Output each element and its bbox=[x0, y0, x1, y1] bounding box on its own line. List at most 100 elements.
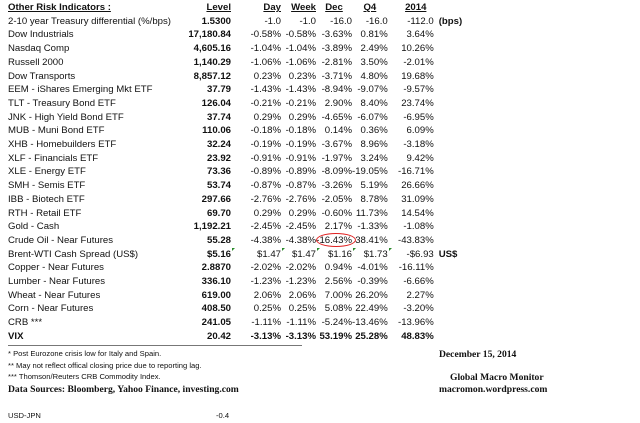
cell-value: -16.0 bbox=[330, 15, 352, 27]
table-row: CRB *** 241.05 -1.11% -1.11% -5.24% -13.46% -1… bbox=[8, 316, 474, 330]
cell-level: 37.79 bbox=[171, 83, 231, 97]
cell-y2014: -2.01% bbox=[388, 56, 433, 70]
cell-value: 2.06% bbox=[288, 289, 316, 301]
cell-value: 17,180.84 bbox=[188, 29, 231, 41]
cell-value: -5.24% bbox=[321, 317, 352, 329]
cell-value: -3.20% bbox=[403, 303, 434, 315]
cell-value: -13.96% bbox=[398, 317, 434, 329]
unit-label bbox=[434, 97, 474, 111]
cell-value: $1.73 bbox=[363, 248, 388, 260]
cell-value: -0.91% bbox=[250, 152, 281, 164]
cell-value: 336.10 bbox=[201, 276, 231, 288]
cell-value: 8.40% bbox=[360, 97, 388, 109]
cell-week: -1.11% bbox=[281, 316, 316, 330]
indicator-name: Lumber - Near Futures bbox=[8, 276, 106, 288]
table-row: EEM - iShares Emerging Mkt ETF 37.79 -1.43… bbox=[8, 83, 474, 97]
indicator-name: Corn - Near Futures bbox=[8, 303, 94, 315]
unit-label bbox=[434, 165, 474, 179]
cell-y2014: -112.0 bbox=[388, 15, 434, 29]
cell-value: 0.23% bbox=[253, 70, 281, 82]
cell-dec: -3.63% bbox=[316, 28, 352, 42]
report-date: December 15, 2014 bbox=[439, 349, 517, 360]
cell-value: 11.73% bbox=[355, 207, 388, 219]
cell-level: 619.00 bbox=[171, 289, 231, 303]
unit-label bbox=[434, 275, 474, 289]
indicator-name: Crude Oil - Near Futures bbox=[8, 234, 114, 246]
indicator-name: XLF - Financials ETF bbox=[8, 152, 99, 164]
cell-value: 0.36% bbox=[360, 125, 388, 137]
unit-label bbox=[434, 124, 474, 138]
cell-level: 408.50 bbox=[171, 302, 231, 316]
unit-label bbox=[434, 207, 474, 221]
cell-day: -0.58% bbox=[231, 28, 281, 42]
indicator-name: 2-10 year Treasury differential (%/bps) bbox=[8, 15, 171, 27]
cell-day: 0.29% bbox=[231, 207, 281, 221]
cell-dec: -0.60% bbox=[316, 207, 352, 221]
cell-q4: 5.19% bbox=[352, 179, 388, 193]
cell-value: 20.42 bbox=[206, 330, 231, 342]
table-row: Copper - Near Futures 2.8870 -2.02% -2.02% 0… bbox=[8, 261, 474, 275]
unit-label bbox=[434, 261, 474, 275]
cell-value: 48.83% bbox=[401, 330, 434, 342]
cell-dec: 5.08% bbox=[316, 302, 352, 316]
cell-value: 10.26% bbox=[401, 43, 434, 55]
unit-label: (bps) bbox=[438, 15, 463, 27]
cell-week: -4.38% bbox=[281, 234, 316, 248]
cell-value: 619.00 bbox=[201, 289, 231, 301]
unit-label bbox=[434, 28, 474, 42]
cell-value: 55.28 bbox=[206, 234, 231, 246]
indicator-name: XLE - Energy ETF bbox=[8, 166, 86, 178]
cell-value: 37.79 bbox=[206, 84, 231, 96]
indicator-name: XHB - Homebuilders ETF bbox=[8, 139, 117, 151]
cell-q4: 0.36% bbox=[352, 124, 388, 138]
cell-dec: -3.26% bbox=[316, 179, 352, 193]
cell-value: -1.97% bbox=[321, 152, 352, 164]
highlight-circle bbox=[316, 232, 356, 247]
unit-label bbox=[434, 42, 474, 56]
cell-y2014: 6.09% bbox=[388, 124, 434, 138]
cell-value: 0.29% bbox=[253, 111, 281, 123]
cell-level: 1,192.21 bbox=[171, 220, 231, 234]
cell-value: -16.0 bbox=[365, 15, 388, 27]
cell-level: 37.74 bbox=[171, 111, 231, 125]
cell-dec: -3.71% bbox=[316, 70, 352, 84]
comment-flag-icon bbox=[232, 247, 235, 251]
cell-y2014: 31.09% bbox=[388, 193, 434, 207]
cell-level: $5.16 bbox=[171, 248, 231, 262]
cell-value: -0.18% bbox=[285, 125, 316, 137]
cell-week: $1.47 bbox=[281, 247, 316, 262]
unit-label bbox=[434, 70, 474, 84]
cell-value: -2.02% bbox=[250, 262, 281, 274]
cell-value: -1.04% bbox=[285, 43, 316, 55]
cell-dec: -2.81% bbox=[316, 56, 352, 70]
cell-q4: -1.33% bbox=[352, 220, 387, 234]
table-row: JNK - High Yield Bond ETF 37.74 0.29% 0.29%… bbox=[8, 111, 474, 125]
unit-label bbox=[434, 302, 474, 316]
cell-value: 0.29% bbox=[288, 111, 316, 123]
table-header: Other Risk Indicators : Level Day Week D… bbox=[8, 1, 474, 15]
cell-day: -2.76% bbox=[231, 193, 281, 207]
table-row: Brent-WTI Cash Spread (US$) $5.16 $1.47 $1.… bbox=[8, 247, 474, 262]
cell-level: 297.66 bbox=[171, 193, 231, 207]
cell-q4: 4.80% bbox=[352, 70, 388, 84]
cell-value: 2.90% bbox=[324, 97, 352, 109]
table-row: Corn - Near Futures 408.50 0.25% 0.25% 5.08%… bbox=[8, 302, 474, 316]
table-row: Russell 2000 1,140.29 -1.06% -1.06% -2.81% 3.… bbox=[8, 56, 474, 70]
cell-value: 8.78% bbox=[360, 193, 388, 205]
indicator-name: SMH - Semis ETF bbox=[8, 180, 86, 192]
cell-dec: -16.43% bbox=[316, 232, 356, 248]
cell-week: -0.91% bbox=[281, 152, 316, 166]
indicator-name: Copper - Near Futures bbox=[8, 262, 104, 274]
cell-q4: 3.50% bbox=[352, 56, 388, 70]
cell-y2014: -3.20% bbox=[388, 302, 434, 316]
cell-day: -0.89% bbox=[231, 165, 281, 179]
cell-week: 0.23% bbox=[281, 70, 316, 84]
cell-dec: 2.90% bbox=[316, 97, 352, 111]
cell-value: -3.63% bbox=[321, 29, 352, 41]
indicator-name: IBB - Biotech ETF bbox=[8, 193, 85, 205]
cell-week: 0.29% bbox=[281, 111, 316, 125]
cell-value: -3.18% bbox=[403, 139, 434, 151]
cell-value: -1.23% bbox=[250, 276, 281, 288]
cell-y2014: -16.11% bbox=[388, 261, 434, 275]
cell-y2014: -3.18% bbox=[388, 138, 434, 152]
